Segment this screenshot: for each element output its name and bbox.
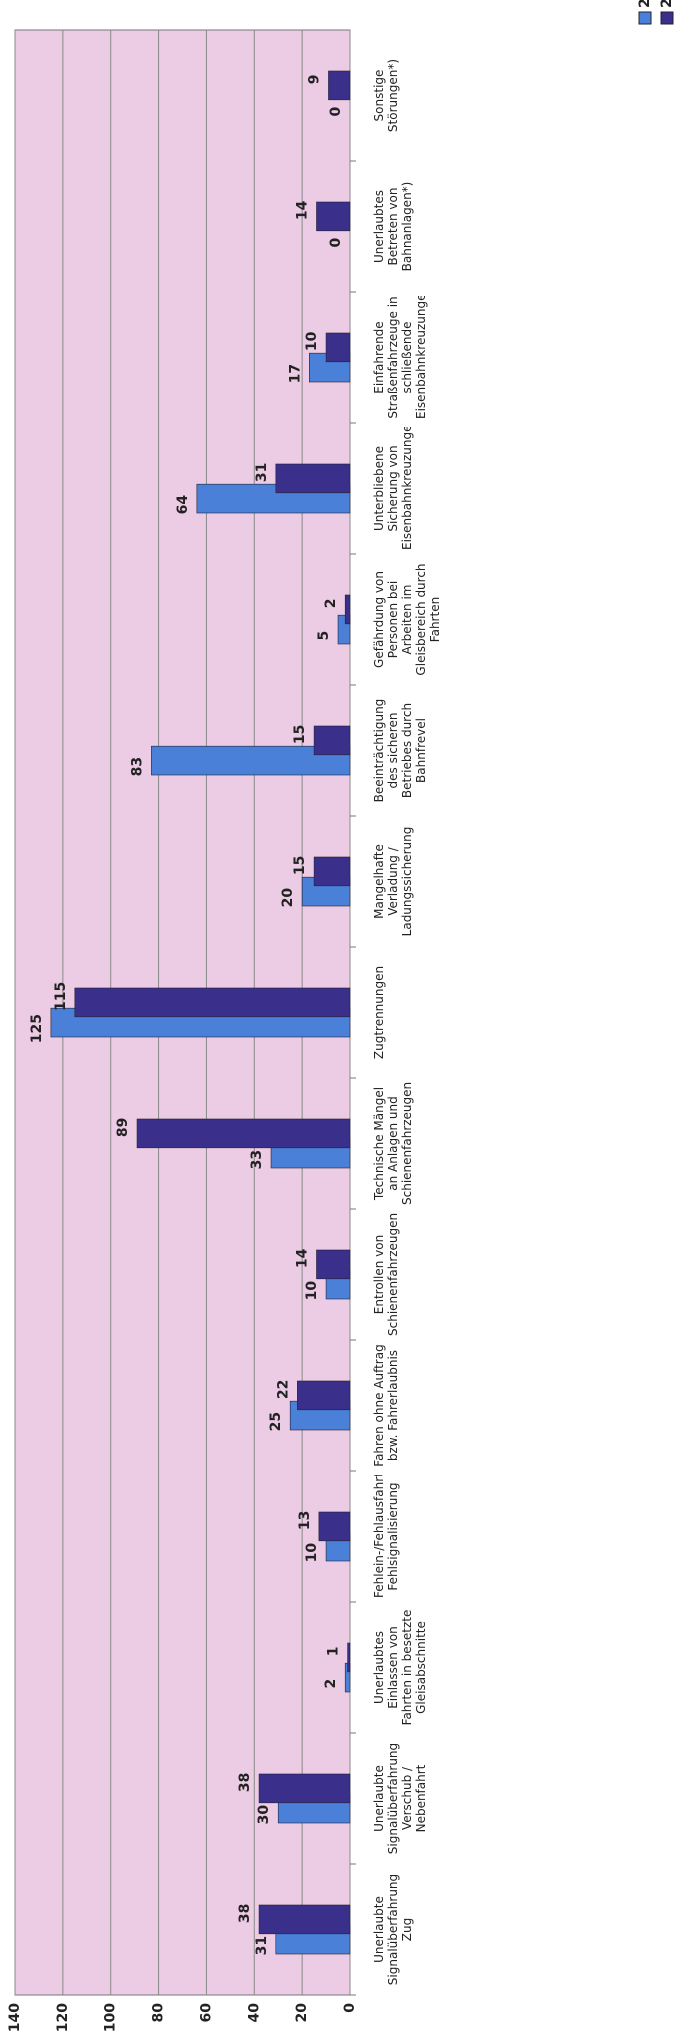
x-tick-label-box: Unerlaubte Signalüberfahrung Verschub / … <box>372 1742 428 1855</box>
y-tick-label: 0 <box>342 2003 358 2013</box>
value-label: 25 <box>268 1412 284 1431</box>
bar <box>316 201 351 232</box>
x-tick-label-box: Entrollen von Schienenfahrzeugen <box>372 1213 400 1336</box>
value-label: 14 <box>295 1248 311 1268</box>
value-label: 10 <box>304 1281 320 1301</box>
legend-label: 20 <box>637 0 653 8</box>
bar <box>344 594 351 625</box>
value-label: 15 <box>292 856 308 875</box>
value-label: 15 <box>292 725 308 744</box>
x-tick-label: Mangelhafte Verladung / Ladungssicherung <box>372 826 414 937</box>
bar <box>318 1511 351 1542</box>
bar <box>313 725 351 756</box>
y-tick-label: 60 <box>198 2003 214 2023</box>
x-tick-label-box: Einfahrende Straßenfahrzeuge in schließe… <box>372 296 428 419</box>
x-tick-label: Sonstige Störungen*) <box>372 58 400 133</box>
value-label: 125 <box>29 1014 45 1043</box>
value-label: 10 <box>304 331 320 351</box>
x-tick-label-box: Sonstige Störungen*) <box>372 58 400 133</box>
value-label: 1 <box>326 1647 342 1657</box>
value-label: 5 <box>316 631 332 641</box>
value-label: 33 <box>249 1150 265 1169</box>
value-label: 9 <box>306 75 322 85</box>
bar <box>316 1249 351 1280</box>
y-tick-label: 100 <box>103 2003 119 2032</box>
x-tick-label: Unterbliebene Sicherung von Eisenbahnkre… <box>372 427 414 550</box>
value-label: 89 <box>115 1118 131 1137</box>
value-label: 22 <box>275 1380 291 1399</box>
value-label: 31 <box>254 463 270 482</box>
bar <box>258 1904 351 1935</box>
x-tick-label: Fahren ohne Auftrag bzw. Fahrerlaubnis <box>372 1344 400 1467</box>
y-tick-label: 80 <box>151 2003 167 2023</box>
value-label: 38 <box>237 1773 253 1792</box>
x-tick-label: Einfahrende Straßenfahrzeuge in schließe… <box>372 296 428 419</box>
legend-swatch <box>660 11 674 25</box>
bar <box>297 1380 351 1411</box>
bar <box>313 856 351 887</box>
y-tick-label: 140 <box>7 2003 23 2032</box>
x-tick-label: Unerlaubte Signalüberfahrung Verschub / … <box>372 1742 428 1855</box>
value-label: 64 <box>175 495 191 515</box>
y-tick-label: 40 <box>246 2003 262 2023</box>
value-label: 17 <box>287 364 303 383</box>
legend-label: 20 <box>659 0 675 8</box>
x-tick-label: Gefährdung von Personen bei Arbeiten im … <box>372 563 442 676</box>
x-tick-label: Entrollen von Schienenfahrzeugen <box>372 1213 400 1336</box>
x-tick-label-box: Beeinträchtigung des sicheren Betriebes … <box>372 698 428 803</box>
value-label: 83 <box>129 757 145 776</box>
value-label: 0 <box>328 106 344 116</box>
value-label: 38 <box>237 1904 253 1923</box>
value-label: 13 <box>297 1511 313 1530</box>
x-tick-label-box: Fehlein-/Fehlausfahrt, Fehlsignalisierun… <box>372 1475 400 1598</box>
x-tick-label-box: Gefährdung von Personen bei Arbeiten im … <box>372 563 442 676</box>
y-tick-label: 20 <box>294 2003 310 2023</box>
x-tick-label: Beeinträchtigung des sicheren Betriebes … <box>372 698 428 803</box>
x-tick-label-box: Unerlaubtes Betreten von Bahnanlagen*) <box>372 181 414 272</box>
bar <box>258 1773 351 1804</box>
x-tick-label-box: Zugtrennungen <box>372 965 386 1060</box>
value-label: 2 <box>323 1679 339 1689</box>
value-label: 31 <box>254 1936 270 1955</box>
bar <box>275 463 351 494</box>
value-label: 0 <box>328 237 344 247</box>
value-label: 10 <box>304 1543 320 1563</box>
x-tick-label: Unerlaubte Signalüberfahrung Zug <box>372 1873 414 1986</box>
bar <box>347 1642 351 1673</box>
value-label: 2 <box>323 599 339 609</box>
x-tick-label-box: Technische Mängel an Anlagen und Schiene… <box>372 1082 414 1205</box>
value-label: 115 <box>53 982 69 1011</box>
x-tick-label-box: Mangelhafte Verladung / Ladungssicherung <box>372 826 414 937</box>
x-tick-label: Technische Mängel an Anlagen und Schiene… <box>372 1082 414 1205</box>
legend-swatch <box>638 11 652 25</box>
x-tick-label: Zugtrennungen <box>372 965 386 1060</box>
bar <box>136 1118 351 1149</box>
bar <box>328 70 351 101</box>
x-tick-label-box: Unerlaubte Signalüberfahrung Zug <box>372 1873 414 1986</box>
x-tick-label-box: Unerlaubtes Einlassen von Fahrten in bes… <box>372 1609 428 1726</box>
value-label: 20 <box>280 888 296 908</box>
y-tick-label: 120 <box>55 2003 71 2032</box>
x-tick-label-box: Unterbliebene Sicherung von Eisenbahnkre… <box>372 427 414 550</box>
value-label: 14 <box>295 200 311 220</box>
value-label: 30 <box>256 1805 272 1825</box>
bar <box>151 745 351 776</box>
x-tick-label-box: Fahren ohne Auftrag bzw. Fahrerlaubnis <box>372 1344 400 1467</box>
bar <box>74 987 351 1018</box>
bar <box>325 332 351 363</box>
x-tick-label: Unerlaubtes Betreten von Bahnanlagen*) <box>372 181 414 272</box>
x-tick-label: Unerlaubtes Einlassen von Fahrten in bes… <box>372 1609 428 1726</box>
x-tick-label: Fehlein-/Fehlausfahrt, Fehlsignalisierun… <box>372 1475 400 1598</box>
